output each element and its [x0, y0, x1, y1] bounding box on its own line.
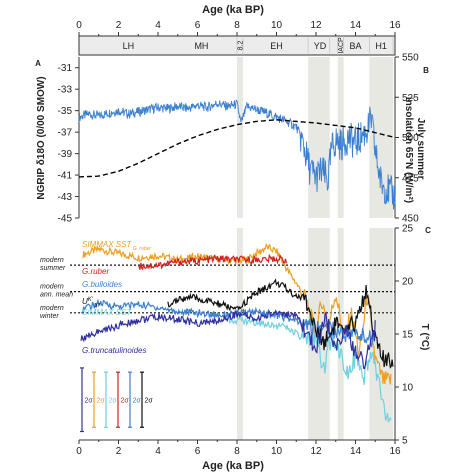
reference-line-label: ann. mean	[40, 292, 73, 299]
period-label: YD	[314, 41, 327, 51]
bottom-x-tick-label: 14	[350, 446, 362, 457]
panel-a-y2-tick-label: 475	[402, 173, 419, 184]
panel-a-y-tick-label: -35	[58, 106, 73, 117]
top-x-tick-label: 4	[155, 20, 161, 31]
panel-a-y-axis-title: NGRIP δ18O (0/00 SMOW)	[36, 76, 47, 199]
panel-a-y-tick-label: -33	[58, 85, 73, 96]
panel-a-y-tick-label: -37	[58, 128, 73, 139]
shaded-interval-a	[369, 57, 394, 218]
top-x-axis-title: Age (ka BP)	[202, 4, 264, 16]
period-label: IACP	[338, 37, 345, 54]
series-label-main: SIMMAX SST	[82, 240, 132, 249]
panel-c-y-axis-title: T (°C)	[419, 324, 430, 351]
top-x-tick-label: 14	[350, 20, 362, 31]
series-line-simmax-sst	[226, 316, 392, 424]
series-label: SIMMAX SST	[82, 308, 132, 317]
panel-a-ngrip-insolation: -31 -33 -35 -37 -39 -41 -43 -45 550 525 500 475 450	[58, 53, 420, 225]
error-bar-label: 2σ	[85, 398, 94, 405]
panel-a-y2-tick-label: 525	[402, 93, 419, 104]
insolation-dashed-line	[78, 119, 396, 178]
panel-a-y-tick-label: -43	[58, 192, 73, 203]
error-bar-label: 2σ	[97, 398, 106, 405]
series-label: UK' 37	[82, 297, 100, 309]
bottom-x-axis-title: Age (ka BP)	[202, 460, 264, 472]
panel-c-y-tick-label: 25	[402, 224, 414, 235]
shaded-interval-a	[237, 57, 243, 218]
bottom-x-tick-label: 16	[389, 446, 401, 457]
top-x-tick-label: 0	[76, 20, 82, 31]
y2-title-line1: July summer	[415, 118, 426, 180]
panel-c-y-tick-label: 15	[402, 330, 414, 341]
series-label-sup: K'	[88, 297, 94, 303]
top-x-tick-label: 16	[389, 20, 401, 31]
panel-c-y-tick-label: 20	[402, 277, 414, 288]
reference-line-label: winter	[40, 313, 59, 320]
y2-title-line2: insolation 65°N (W/m²)	[403, 97, 414, 203]
panel-a-y-tick-label: -39	[58, 149, 73, 160]
error-bar-label: 2σ	[121, 398, 130, 405]
panel-c-y-tick-label: 5	[402, 436, 408, 447]
error-bar-label: 2σ	[109, 398, 118, 405]
shaded-interval-c	[369, 228, 394, 440]
bottom-x-tick-label: 12	[310, 446, 322, 457]
top-x-tick-label: 12	[310, 20, 322, 31]
series-line-g-ruber	[138, 253, 287, 271]
series-label-sub: 37	[93, 303, 100, 309]
period-label: MH	[194, 41, 208, 51]
panel-a-y-tick-label: -31	[58, 63, 73, 74]
period-bar: 0 2 4 6 8 10 12 14 16 LH MH 8.2 EH YD IACP BA H1	[76, 20, 401, 56]
panel-a-y2-tick-label: 500	[402, 133, 419, 144]
shaded-interval-a	[308, 57, 330, 218]
top-x-tick-label: 10	[271, 20, 283, 31]
panel-a-y-tick-label: -41	[58, 171, 73, 182]
period-label: H1	[375, 41, 387, 51]
panel-a-y2-axis-title: July summer insolation 65°N (W/m²)	[403, 97, 426, 203]
top-x-tick-label: 6	[195, 20, 201, 31]
bottom-x-tick-label: 8	[234, 446, 240, 457]
bottom-x-tick-label: 10	[271, 446, 283, 457]
panel-c-y-tick-label: 10	[402, 383, 414, 394]
panel-a-y2-tick-label: 450	[402, 214, 419, 225]
series-label: G.ruber	[82, 267, 109, 276]
panel-letter-b: B	[423, 66, 429, 75]
reference-line-label: modern	[40, 284, 64, 291]
series-label-main: G.ruber	[82, 267, 109, 276]
bottom-x-tick-label: 0	[76, 446, 82, 457]
reference-line-label: modern	[40, 257, 64, 264]
period-label: EH	[270, 41, 283, 51]
period-label: 8.2	[237, 41, 244, 51]
series-line-simmax-sst-g-ruber	[82, 242, 392, 385]
ngrip-d18o-line	[78, 99, 396, 210]
series-line-uk-37	[167, 278, 394, 369]
series-label: G.bulloides	[82, 280, 122, 289]
error-bar-label: 2σ	[145, 398, 154, 405]
series-label-main: SIMMAX SST	[82, 308, 132, 317]
series-line-g-bulloides	[80, 298, 376, 348]
reference-line-label: summer	[40, 265, 66, 272]
shaded-interval-c	[337, 228, 344, 440]
period-label: BA	[349, 41, 361, 51]
series-label-sub: G. ruber	[131, 246, 151, 252]
series-label-main: U	[82, 297, 88, 306]
bottom-x-tick-label: 2	[116, 446, 122, 457]
top-x-tick-label: 2	[116, 20, 122, 31]
top-x-tick-label: 8	[234, 20, 240, 31]
panel-a-y-tick-label: -45	[58, 214, 73, 225]
series-line-g-truncatulinoides	[80, 308, 376, 370]
series-label: SIMMAX SST G. ruber	[82, 240, 151, 252]
panel-letter-a: A	[35, 59, 41, 68]
reference-line-label: modern	[40, 305, 64, 312]
error-bar-label: 2σ	[133, 398, 142, 405]
panel-a-y2-tick-label: 550	[402, 53, 419, 64]
panel-letter-c: C	[425, 226, 431, 235]
series-label-main: G.bulloides	[82, 280, 122, 289]
period-label: LH	[123, 41, 135, 51]
series-label-main: G.truncatulinoides	[82, 346, 146, 355]
bottom-x-tick-label: 4	[155, 446, 161, 457]
bottom-x-tick-label: 6	[195, 446, 201, 457]
series-label: G.truncatulinoides	[82, 346, 146, 355]
shaded-interval-c	[237, 228, 243, 440]
